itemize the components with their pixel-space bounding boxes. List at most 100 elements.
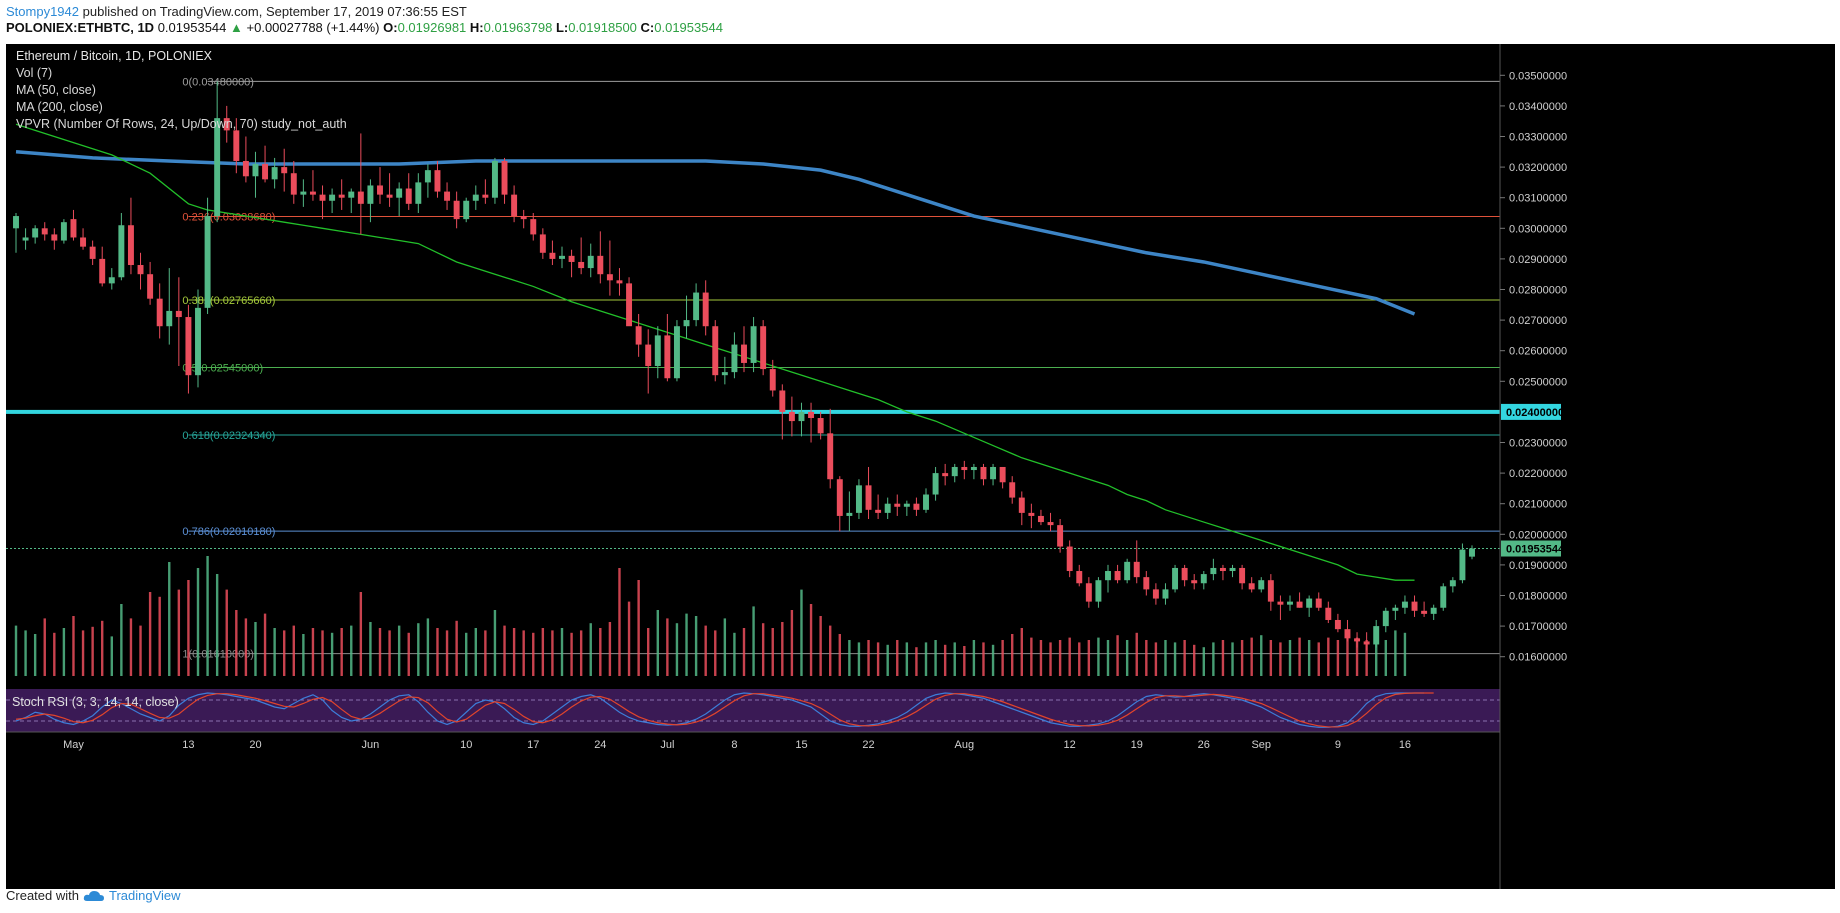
candle-body bbox=[999, 466, 1006, 483]
volume-bar bbox=[1346, 632, 1349, 676]
candle-body bbox=[741, 344, 747, 363]
created-with-text: Created with bbox=[6, 888, 79, 903]
volume-bar bbox=[1001, 640, 1004, 676]
fib-label-2: 0.382(0.02765660) bbox=[182, 295, 275, 307]
price-tick-label: 0.03100000 bbox=[1509, 193, 1567, 205]
time-tick-label: 12 bbox=[1064, 739, 1076, 751]
stoch-rsi-k-line bbox=[15, 692, 1425, 728]
candle-body bbox=[1105, 571, 1111, 581]
candle-body bbox=[559, 255, 565, 259]
legend-stoch-rsi[interactable]: Stoch RSI (3, 3, 14, 14, close) bbox=[12, 695, 179, 709]
volume-bar bbox=[1375, 642, 1378, 676]
candle-body bbox=[1325, 607, 1332, 620]
candle-body bbox=[846, 512, 853, 516]
legend-ma50[interactable]: MA (50, close) bbox=[16, 83, 96, 97]
candle-body bbox=[597, 255, 604, 275]
volume-bar bbox=[340, 628, 343, 676]
candle-body bbox=[223, 118, 230, 131]
volume-bar bbox=[321, 630, 324, 676]
time-tick-label: 20 bbox=[249, 739, 261, 751]
volume-bar bbox=[1106, 640, 1110, 676]
candle-body bbox=[645, 344, 652, 366]
price-chart[interactable]: 0(0.03480000)0.236(0.03038680)0.382(0.02… bbox=[6, 44, 1835, 889]
volume-bar bbox=[647, 628, 650, 676]
candle-body bbox=[932, 473, 939, 495]
price-tick-label: 0.03200000 bbox=[1509, 162, 1567, 174]
candle-body bbox=[1037, 515, 1044, 523]
candle-body bbox=[1009, 482, 1016, 498]
volume-bar bbox=[599, 628, 602, 676]
candle-body bbox=[1354, 638, 1361, 642]
candle-body bbox=[530, 219, 537, 235]
open-value: 0.01926981 bbox=[397, 20, 467, 35]
volume-bar bbox=[752, 606, 755, 676]
candle-body bbox=[271, 167, 278, 180]
volume-bar bbox=[829, 625, 832, 676]
volume-bar bbox=[915, 647, 918, 676]
candle-body bbox=[923, 494, 929, 510]
candle-body bbox=[22, 237, 29, 241]
price-tick-label: 0.01900000 bbox=[1509, 560, 1567, 572]
volume-bar bbox=[1394, 630, 1397, 676]
volume-bar bbox=[1183, 640, 1186, 676]
candle-body bbox=[1239, 567, 1246, 584]
volume-bar bbox=[943, 644, 947, 676]
volume-bar bbox=[53, 632, 56, 676]
legend-vpvr[interactable]: VPVR (Number Of Rows, 24, Up/Down, 70) s… bbox=[16, 117, 347, 131]
legend-vol[interactable]: Vol (7) bbox=[16, 66, 53, 80]
candle-body bbox=[290, 173, 297, 195]
candle-body bbox=[1315, 598, 1322, 608]
candle-body bbox=[990, 466, 997, 480]
volume-bar bbox=[445, 630, 449, 676]
candle-body bbox=[482, 194, 489, 198]
candle-body bbox=[262, 164, 269, 180]
volume-bar bbox=[283, 630, 286, 676]
volume-bar bbox=[196, 568, 200, 676]
volume-bar bbox=[129, 618, 133, 676]
candle-body bbox=[367, 185, 374, 204]
candle-body bbox=[1469, 548, 1475, 557]
candle-body bbox=[1258, 580, 1265, 590]
candle-body bbox=[70, 219, 77, 238]
chart-panel[interactable]: 0(0.03480000) 0.236(0.03038680) 0.382(0.02… bbox=[6, 44, 1835, 889]
price-tick-label: 0.01600000 bbox=[1509, 652, 1567, 664]
volume-bar bbox=[436, 628, 439, 676]
candle-body bbox=[750, 326, 757, 363]
price-tick-label: 0.02600000 bbox=[1509, 346, 1567, 358]
candle-body bbox=[185, 317, 192, 376]
candle-body bbox=[1085, 583, 1092, 602]
candle-body bbox=[1191, 580, 1198, 584]
candle-body bbox=[1133, 561, 1140, 578]
volume-bar bbox=[532, 632, 535, 676]
volume-bar bbox=[991, 644, 995, 676]
candle-body bbox=[377, 185, 383, 195]
volume-bar bbox=[886, 644, 889, 676]
tradingview-link[interactable]: TradingView bbox=[108, 888, 181, 903]
candle-body bbox=[520, 216, 527, 220]
volume-bar bbox=[81, 630, 85, 676]
candle-body bbox=[1181, 567, 1188, 581]
candle-body bbox=[501, 160, 508, 195]
candle-body bbox=[137, 265, 144, 275]
volume-bar bbox=[953, 642, 956, 676]
volume-bar bbox=[982, 642, 985, 676]
volume-bar bbox=[694, 616, 698, 676]
candle-body bbox=[1440, 586, 1447, 608]
candle-body bbox=[817, 418, 824, 434]
volume-bar bbox=[1336, 640, 1340, 676]
legend-ma200[interactable]: MA (200, close) bbox=[16, 100, 103, 114]
candle-body bbox=[108, 277, 115, 284]
author-link[interactable]: Stompy1942 bbox=[6, 4, 79, 19]
candle-body bbox=[970, 466, 977, 471]
volume-bar bbox=[177, 589, 181, 676]
support-line bbox=[6, 409, 1500, 414]
volume-bar bbox=[618, 568, 621, 676]
price-tick-label: 0.02700000 bbox=[1509, 315, 1567, 327]
candle-body bbox=[357, 191, 364, 204]
volume-bar bbox=[1030, 637, 1033, 676]
high-label: H: bbox=[469, 20, 484, 35]
volume-bar bbox=[484, 630, 487, 676]
volume-bar bbox=[579, 630, 583, 676]
fib-label-5: 0.786(0.02010180) bbox=[182, 526, 275, 538]
candle-body bbox=[683, 320, 690, 327]
